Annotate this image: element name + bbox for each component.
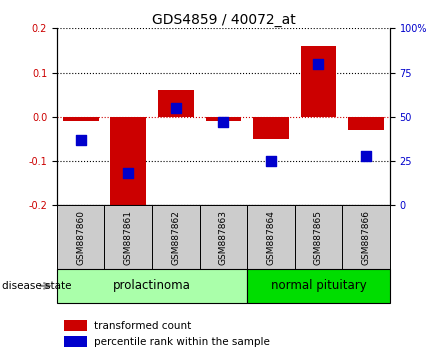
Bar — [57, 205, 105, 269]
Bar — [348, 117, 384, 130]
Text: normal pituitary: normal pituitary — [271, 279, 366, 292]
Text: prolactinoma: prolactinoma — [113, 279, 191, 292]
Text: GSM887865: GSM887865 — [314, 210, 323, 265]
Bar — [295, 205, 342, 269]
Text: GSM887863: GSM887863 — [219, 210, 228, 265]
Point — [77, 137, 84, 143]
Point — [268, 158, 275, 164]
Text: transformed count: transformed count — [94, 321, 191, 331]
Bar — [300, 46, 336, 117]
Bar — [152, 205, 200, 269]
Bar — [253, 117, 289, 139]
Text: percentile rank within the sample: percentile rank within the sample — [94, 337, 269, 347]
Bar — [110, 117, 146, 210]
Text: GSM887866: GSM887866 — [361, 210, 371, 265]
Bar — [247, 205, 295, 269]
Bar — [200, 205, 247, 269]
Bar — [63, 117, 99, 121]
Bar — [64, 320, 87, 331]
Point — [315, 61, 322, 67]
Point — [363, 153, 370, 159]
Point — [172, 105, 179, 111]
Bar — [247, 269, 390, 303]
Bar — [342, 205, 390, 269]
Text: GSM887862: GSM887862 — [171, 210, 180, 265]
Bar — [57, 269, 247, 303]
Bar — [205, 117, 241, 121]
Point — [125, 171, 132, 176]
Text: disease state: disease state — [2, 281, 72, 291]
Bar — [64, 336, 87, 347]
Text: GSM887861: GSM887861 — [124, 210, 133, 265]
Text: GSM887860: GSM887860 — [76, 210, 85, 265]
Text: GSM887864: GSM887864 — [266, 210, 276, 265]
Bar — [158, 90, 194, 117]
Point — [220, 119, 227, 125]
Bar — [105, 205, 152, 269]
Title: GDS4859 / 40072_at: GDS4859 / 40072_at — [152, 13, 295, 27]
